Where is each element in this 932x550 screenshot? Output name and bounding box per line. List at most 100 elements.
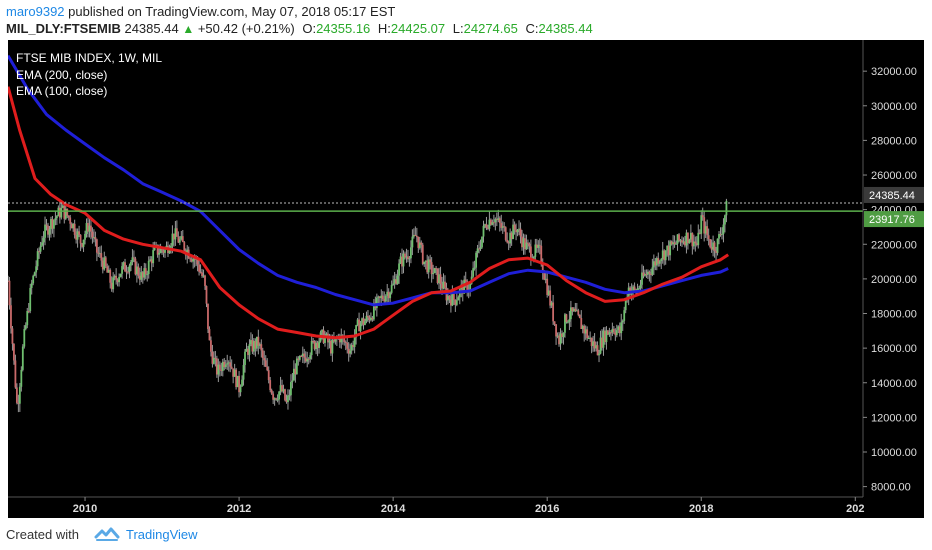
candle-body	[562, 332, 565, 337]
candle-body	[553, 321, 556, 325]
candle-body	[233, 369, 236, 377]
candle-body	[639, 284, 642, 289]
candle-body	[250, 340, 252, 345]
candle-body	[574, 308, 577, 312]
candle-body	[567, 321, 569, 323]
candle-body	[452, 292, 455, 300]
candle-body	[387, 291, 390, 299]
candle-body	[344, 341, 347, 343]
candle-body	[466, 281, 469, 293]
candle-body	[710, 246, 713, 250]
candle-body	[417, 236, 420, 248]
candle-body	[349, 350, 352, 354]
candle-body	[290, 382, 292, 396]
candle-body	[598, 353, 600, 356]
candle-body	[325, 333, 328, 337]
candle-body	[164, 248, 166, 253]
candle-body	[60, 207, 63, 218]
y-tick-label: 16000.00	[871, 343, 917, 355]
candle-body	[324, 336, 326, 343]
candle-body	[401, 256, 403, 267]
candle-body	[510, 232, 513, 240]
candle-body	[487, 227, 489, 229]
candle-body	[189, 258, 192, 260]
candle-body	[85, 223, 88, 234]
candle-body	[497, 218, 500, 220]
candle-body	[721, 233, 723, 235]
candle-body	[177, 236, 180, 243]
candle-body	[221, 361, 224, 371]
candle-body	[495, 219, 498, 221]
candle-body	[389, 292, 392, 299]
candle-body	[210, 340, 212, 352]
candle-body	[633, 286, 636, 290]
candle-body	[257, 336, 260, 346]
candle-body	[722, 224, 725, 234]
y-tick-label: 12000.00	[871, 412, 917, 424]
candle-body	[248, 344, 251, 355]
candle-body	[227, 362, 230, 364]
candle-body	[641, 272, 643, 285]
candle-body	[501, 226, 504, 228]
price-chart[interactable]: 8000.00 10000.00 12000.00 14000.00 16000.00 1…	[8, 40, 924, 518]
candle-body	[30, 283, 33, 288]
chart-area[interactable]: 8000.00 10000.00 12000.00 14000.00 16000.00 1…	[8, 40, 924, 518]
candle-body	[380, 295, 383, 299]
candle-body	[571, 307, 574, 312]
candle-body	[285, 400, 288, 403]
published-text: published on TradingView.com, May 07, 20…	[68, 4, 396, 19]
candle-body	[550, 302, 553, 306]
candle-body	[500, 223, 503, 228]
candle-body	[48, 229, 51, 235]
candle-body	[18, 386, 21, 404]
candle-body	[375, 297, 378, 309]
candle-body	[672, 242, 674, 245]
tradingview-brand[interactable]: TradingView	[126, 527, 198, 542]
x-tick-label: 2014	[381, 503, 406, 515]
candle-body	[334, 338, 337, 342]
candle-body	[171, 233, 174, 246]
candle-body	[338, 336, 341, 343]
candle-body	[612, 328, 615, 333]
candle-body	[88, 225, 91, 232]
candle-body	[141, 272, 144, 278]
candle-body	[39, 245, 42, 252]
candle-body	[295, 358, 298, 375]
candle-body	[506, 239, 509, 243]
candle-body	[42, 237, 45, 243]
candle-body	[519, 228, 522, 237]
candle-body	[546, 278, 549, 295]
candle-body	[315, 342, 318, 350]
candle-body	[427, 259, 430, 273]
candle-body	[614, 332, 617, 336]
candle-body	[180, 236, 183, 240]
candle-body	[688, 239, 691, 244]
candle-body	[100, 253, 103, 261]
candle-body	[73, 223, 76, 235]
author-link[interactable]: maro9392	[6, 4, 65, 19]
candle-body	[350, 344, 353, 351]
candle-body	[432, 273, 435, 275]
candle-body	[569, 307, 572, 320]
candle-body	[447, 295, 449, 301]
candle-body	[543, 272, 546, 280]
candle-body	[703, 217, 706, 234]
price-label: 24385.44	[869, 190, 915, 202]
candle-body	[26, 310, 29, 326]
candle-body	[312, 340, 315, 342]
candle-body	[590, 337, 593, 346]
candle-body	[490, 219, 492, 225]
candle-body	[716, 238, 719, 253]
candle-body	[455, 300, 458, 305]
candle-body	[220, 369, 223, 371]
candle-body	[442, 281, 445, 289]
candle-body	[658, 261, 661, 264]
y-tick-label: 22000.00	[871, 239, 917, 251]
candle-body	[144, 268, 147, 275]
candle-body	[464, 279, 467, 282]
candle-body	[174, 228, 177, 240]
candle-body	[226, 363, 229, 365]
candle-body	[340, 335, 343, 343]
candle-body	[584, 329, 587, 334]
candle-body	[106, 266, 109, 273]
